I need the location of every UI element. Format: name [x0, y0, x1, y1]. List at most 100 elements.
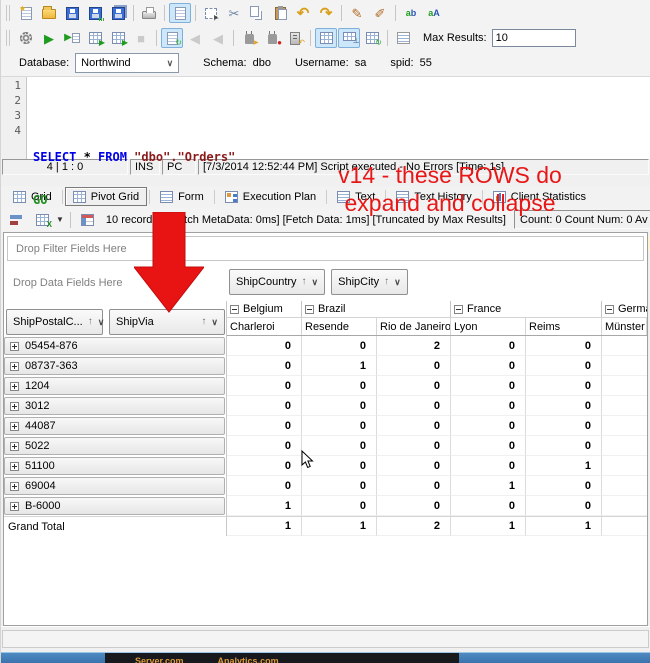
collapse-icon[interactable]: [230, 304, 239, 314]
data-drop-zone[interactable]: Drop Data Fields Here ShipCountry ↑ ∨ Sh…: [4, 264, 647, 301]
sql-editor[interactable]: 1 2 3 4 SELECT * FROM "dbo"."Orders" GO …: [1, 76, 650, 251]
pivot-cell[interactable]: 0: [526, 336, 602, 356]
collapse-icon[interactable]: [454, 304, 463, 314]
pivot-cell[interactable]: 0: [377, 356, 451, 376]
refresh-document-icon[interactable]: ↻: [161, 28, 183, 48]
pivot-cell[interactable]: 0: [302, 396, 377, 416]
pivot-cell[interactable]: 1: [451, 517, 526, 536]
expand-icon[interactable]: [10, 341, 19, 351]
sort-asc-icon[interactable]: ↑: [201, 316, 207, 327]
tab-text-history[interactable]: Text History: [388, 187, 479, 206]
results-tree-view-icon[interactable]: ┴: [338, 28, 360, 48]
pivot-cell[interactable]: 0: [451, 396, 526, 416]
pivot-cell[interactable]: [602, 476, 647, 496]
open-folder-icon[interactable]: [38, 3, 60, 23]
pivot-cell[interactable]: 0: [302, 336, 377, 356]
pivot-cell[interactable]: 0: [377, 396, 451, 416]
filter-chevron-icon[interactable]: ∨: [311, 276, 319, 287]
pivot-cell[interactable]: 0: [526, 436, 602, 456]
results-grid-view-icon[interactable]: [315, 28, 337, 48]
save-all-icon[interactable]: [107, 3, 129, 23]
pivot-cell[interactable]: 0: [526, 396, 602, 416]
city-header[interactable]: Lyon: [451, 318, 526, 335]
pivot-cell[interactable]: [602, 376, 647, 396]
code-area[interactable]: SELECT * FROM "dbo"."Orders" GO: [27, 77, 650, 251]
tab-client-statistics[interactable]: Client Statistics: [485, 187, 594, 206]
expand-icon[interactable]: [10, 481, 19, 491]
toolbar-grip[interactable]: [6, 30, 10, 46]
pivot-cell[interactable]: 0: [302, 476, 377, 496]
nav-next-icon[interactable]: ◀: [213, 30, 223, 46]
pivot-cell[interactable]: 0: [377, 436, 451, 456]
row-header[interactable]: 69004: [4, 477, 225, 495]
row-header[interactable]: 3012: [4, 397, 225, 415]
pivot-cell[interactable]: 0: [526, 476, 602, 496]
cut-icon[interactable]: ✂: [228, 5, 240, 21]
pivot-cell[interactable]: 0: [526, 416, 602, 436]
pivot-cell[interactable]: 0: [302, 436, 377, 456]
expand-icon[interactable]: [10, 361, 19, 371]
row-header[interactable]: 05454-876: [4, 337, 225, 355]
stop-icon[interactable]: ■: [137, 30, 145, 46]
toolbar-grip[interactable]: [6, 5, 10, 21]
pivot-cell[interactable]: 0: [451, 356, 526, 376]
pivot-cell[interactable]: [602, 456, 647, 476]
options-gear-icon[interactable]: [15, 28, 37, 48]
database-select[interactable]: Northwind ∨: [75, 53, 180, 73]
select-region-icon[interactable]: [200, 3, 222, 23]
country-group[interactable]: Brazil: [302, 301, 451, 317]
uppercase-convert-icon[interactable]: aA: [428, 7, 440, 18]
country-group[interactable]: France: [451, 301, 602, 317]
tab-form[interactable]: Form: [152, 187, 212, 206]
pivot-cell[interactable]: 0: [302, 416, 377, 436]
tab-text[interactable]: Text: [329, 187, 383, 206]
pivot-cell[interactable]: 0: [227, 396, 302, 416]
reconnect-server-icon[interactable]: ↶: [284, 28, 306, 48]
filter-chevron-icon[interactable]: ∨: [211, 316, 218, 327]
pivot-cell[interactable]: 0: [377, 456, 451, 476]
format-painter-edit-icon[interactable]: ✐: [374, 5, 386, 21]
pivot-cell[interactable]: 0: [526, 376, 602, 396]
row-header[interactable]: 44087: [4, 417, 225, 435]
pivot-cell[interactable]: 0: [451, 376, 526, 396]
pivot-cell[interactable]: 0: [227, 336, 302, 356]
tab-pivot-grid[interactable]: Pivot Grid: [64, 187, 148, 206]
sort-asc-icon[interactable]: ↑: [301, 276, 307, 287]
tab-execution-plan[interactable]: Execution Plan: [217, 187, 324, 206]
filter-drop-zone[interactable]: Drop Filter Fields Here: [7, 236, 644, 261]
pivot-table-icon[interactable]: [77, 210, 99, 230]
undo-icon[interactable]: ↶: [296, 4, 310, 22]
copy-icon[interactable]: [246, 3, 268, 23]
pivot-cell[interactable]: 0: [227, 476, 302, 496]
max-results-input[interactable]: [491, 29, 576, 47]
city-header[interactable]: Resende: [302, 318, 377, 335]
field-button-shippostalcode[interactable]: ShipPostalC... ↑ ∨: [6, 309, 104, 335]
paste-icon[interactable]: [269, 3, 291, 23]
sort-asc-icon[interactable]: ↑: [87, 316, 93, 327]
sort-asc-icon[interactable]: ↑: [384, 276, 390, 287]
save-icon[interactable]: [61, 3, 83, 23]
city-header[interactable]: Rio de Janeiro: [377, 318, 451, 335]
execute-to-grid-icon[interactable]: ▶: [84, 28, 106, 48]
pivot-cell[interactable]: 0: [302, 376, 377, 396]
pivot-cell[interactable]: 0: [227, 416, 302, 436]
row-header[interactable]: B-6000: [4, 497, 225, 515]
expand-icon[interactable]: [10, 421, 19, 431]
execute-to-file-icon[interactable]: ▶: [61, 28, 83, 48]
pivot-cell[interactable]: 0: [451, 496, 526, 516]
pivot-cell[interactable]: 0: [302, 496, 377, 516]
pivot-cell[interactable]: [602, 496, 647, 516]
pivot-cell[interactable]: [602, 356, 647, 376]
pivot-cell[interactable]: [602, 436, 647, 456]
expand-icon[interactable]: [10, 501, 19, 511]
pivot-cell[interactable]: 0: [227, 456, 302, 476]
export-excel-icon[interactable]: X: [31, 210, 53, 230]
row-header[interactable]: 5022: [4, 437, 225, 455]
pivot-cell[interactable]: 0: [377, 416, 451, 436]
pivot-cell[interactable]: 1: [227, 517, 302, 536]
refresh-grid-icon[interactable]: ↻: [361, 28, 383, 48]
pivot-cell[interactable]: 0: [377, 496, 451, 516]
row-header[interactable]: 51100: [4, 457, 225, 475]
pivot-cell[interactable]: 1: [302, 356, 377, 376]
format-painter-icon[interactable]: ✎: [351, 5, 363, 21]
